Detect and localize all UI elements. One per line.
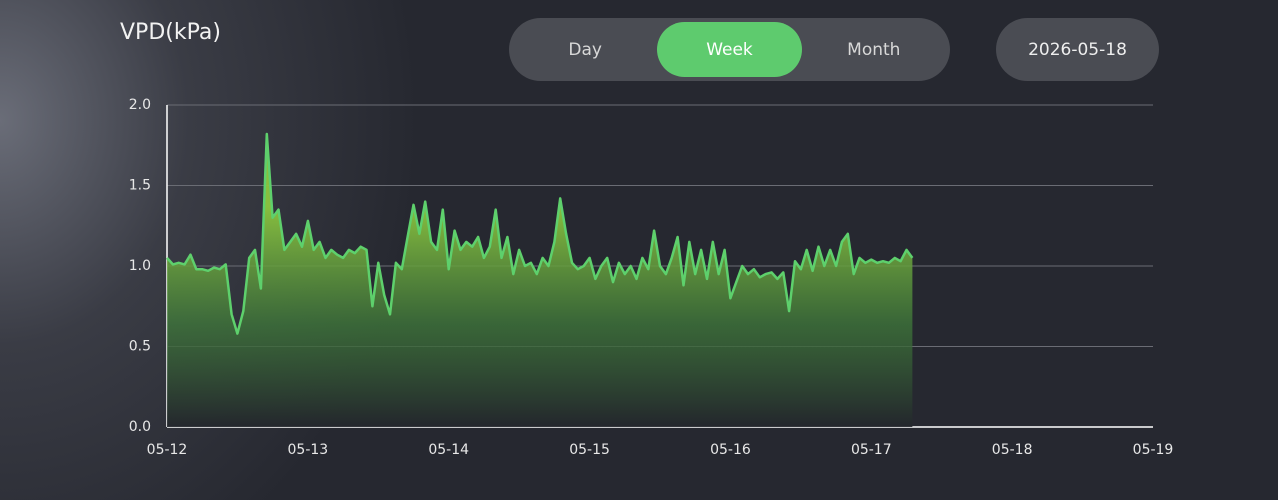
x-tick-label: 05-19 [1133, 442, 1174, 458]
tab[interactable]: Month [847, 39, 901, 60]
y-tick-label: 2.0 [129, 97, 151, 113]
date-picker[interactable]: 2026-05-18 [996, 18, 1159, 81]
range-selector: Day Week Month [509, 18, 950, 81]
x-tick-label: 05-14 [428, 442, 469, 458]
tab[interactable]: Day [568, 39, 602, 60]
y-tick-label: 0.5 [129, 339, 151, 355]
tab[interactable]: Week [657, 22, 802, 77]
x-tick-label: 05-13 [288, 442, 329, 458]
line [166, 132, 914, 335]
x-tick-label: 05-17 [851, 442, 892, 458]
area [167, 134, 913, 427]
chart-title: VPD(kPa) [120, 20, 221, 45]
y-tick-label: 1.0 [129, 258, 151, 274]
y-tick-label: 0.0 [129, 419, 151, 435]
x-tick-label: 05-16 [710, 442, 751, 458]
x-tick-label: 05-12 [147, 442, 188, 458]
y-tick-label: 1.5 [129, 178, 151, 194]
x-tick-label: 05-15 [569, 442, 610, 458]
x-tick-label: 05-18 [992, 442, 1033, 458]
